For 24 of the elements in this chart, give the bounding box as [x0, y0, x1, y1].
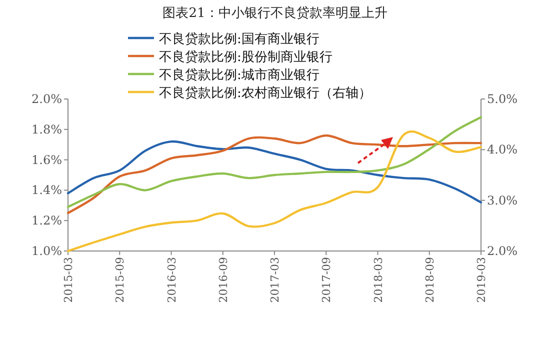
x-tick-label: 2018-09 — [423, 257, 436, 303]
legend-label: 不良贷款比例:农村商业银行（右轴） — [159, 86, 372, 101]
x-tick-label: 2016-03 — [165, 257, 178, 303]
y-tick-label: 1.4% — [32, 183, 62, 198]
y-tick-label: 1.8% — [32, 122, 62, 136]
y-tick-label: 1.6% — [32, 152, 62, 167]
x-tick-label: 2017-09 — [320, 257, 334, 303]
x-tick-label: 2015-09 — [114, 257, 127, 303]
y2-tick-label: 5.0% — [487, 92, 518, 106]
x-tick-label: 2016-09 — [216, 257, 230, 303]
y-tick-label: 2.0% — [32, 92, 62, 106]
y2-tick-label: 4.0% — [487, 142, 518, 157]
y-tick-label: 1.2% — [32, 214, 62, 228]
legend-label: 不良贷款比例:城市商业银行 — [159, 68, 320, 83]
y2-tick-label: 2.0% — [487, 244, 518, 258]
legend-label: 不良贷款比例:国有商业银行 — [159, 32, 320, 47]
x-tick-label: 2015-03 — [62, 257, 75, 303]
x-tick-label: 2017-03 — [268, 257, 282, 303]
y-tick-label: 1.0% — [32, 244, 62, 258]
x-tick-label: 2019-03 — [475, 257, 488, 303]
x-tick-label: 2018-03 — [372, 257, 385, 303]
y2-tick-label: 3.0% — [487, 193, 518, 208]
legend-label: 不良贷款比例:股份制商业银行 — [159, 50, 332, 65]
chart-title: 图表21：中小银行不良贷款率明显上升 — [162, 5, 388, 21]
